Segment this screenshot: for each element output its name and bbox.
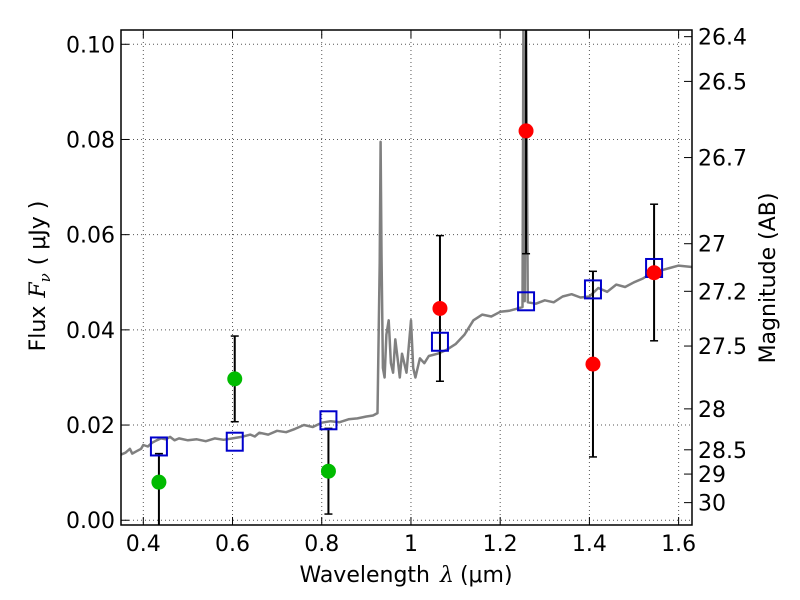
y-tick-label: 0.10 <box>66 33 115 58</box>
magnitude-tick-label: 30 <box>698 492 726 517</box>
non-detection-point <box>320 463 336 479</box>
y-axis-title: Flux Fν ( μJy ) <box>26 201 54 352</box>
model-photometry-square <box>149 436 168 457</box>
x-tick-label: 1.4 <box>572 532 607 557</box>
y-tick-label: 0.02 <box>66 414 115 439</box>
x-tick-label: 1.6 <box>661 532 696 557</box>
model-photometry-square <box>225 431 244 452</box>
model-spectrum-layer <box>121 30 692 456</box>
x-tick-label: 0.6 <box>215 532 250 557</box>
tick-layer: 0.4 0.6 0.8 1 1.2 1.4 1.6 0.00 0.02 0.04 0.06 0.08 0… <box>66 26 747 557</box>
x-tick-label: 0.4 <box>126 532 161 557</box>
magnitude-tick-label: 27.2 <box>698 280 747 305</box>
detection-point <box>646 265 662 281</box>
model-photometry-square <box>517 291 536 312</box>
model-photometry-square <box>430 331 449 352</box>
magnitude-tick-label: 26.5 <box>698 70 747 95</box>
detection-point <box>585 356 601 372</box>
right-axis-title: Magnitude (AB) <box>756 193 781 364</box>
x-tick-label: 1.2 <box>483 532 518 557</box>
detection-point <box>432 300 448 316</box>
model-photometry-square <box>319 410 338 431</box>
x-axis-label: Wavelength <box>299 563 430 588</box>
magnitude-tick-label: 26.4 <box>698 26 747 51</box>
y-axis-subscript: ν <box>36 273 54 282</box>
magnitude-tick-label: 26.7 <box>698 147 747 172</box>
y-tick-label: 0.06 <box>66 224 115 249</box>
x-tick-label: 0.8 <box>304 532 339 557</box>
non-detection-point <box>151 474 167 490</box>
grid <box>121 30 692 525</box>
non-detection-point <box>227 371 243 387</box>
x-axis-title: Wavelength λ (μm) <box>299 563 512 588</box>
magnitude-tick-label: 28.5 <box>698 439 747 464</box>
y-tick-label: 0.08 <box>66 128 115 153</box>
data-point-layer <box>149 123 664 490</box>
model-spectrum-line <box>121 30 692 456</box>
x-tick-label: 1 <box>404 532 418 557</box>
magnitude-tick-label: 28 <box>698 398 726 423</box>
y-axis-label: Flux <box>26 306 51 352</box>
y-tick-label: 0.00 <box>66 509 115 534</box>
y-axis-unit: ( μJy ) <box>26 201 51 266</box>
magnitude-tick-label: 29 <box>698 463 726 488</box>
x-axis-symbol: λ <box>439 563 454 588</box>
magnitude-tick-label: 27.5 <box>698 335 747 360</box>
y-tick-label: 0.04 <box>66 319 115 344</box>
axes-frame <box>120 29 693 526</box>
detection-point <box>518 123 534 139</box>
model-photometry-square <box>583 279 602 300</box>
magnitude-tick-label: 27 <box>698 233 726 258</box>
y-axis-symbol: F <box>26 282 51 299</box>
x-axis-unit: (μm) <box>460 563 513 588</box>
plot-frame <box>120 29 693 526</box>
